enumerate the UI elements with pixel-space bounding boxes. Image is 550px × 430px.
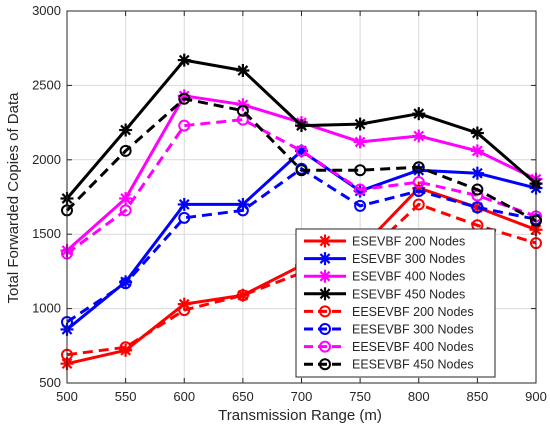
series-line — [66, 202, 537, 357]
series-line — [66, 118, 537, 255]
legend-marker — [318, 287, 332, 301]
y-tick-label: 2000 — [32, 152, 61, 167]
legend-label: EESEVBF 400 Nodes — [352, 340, 474, 354]
data-point — [177, 197, 191, 211]
legend-marker — [318, 234, 332, 248]
data-point — [295, 144, 308, 157]
data-point — [412, 107, 426, 121]
data-point — [119, 144, 132, 157]
data-point — [354, 183, 367, 196]
legend-entry: ESEVBF 450 Nodes — [304, 287, 465, 301]
data-point — [177, 53, 191, 67]
series-group — [60, 53, 543, 371]
tick-labels: 500 550 600 650 700 750 800 850 900 500 1000 1500 20… — [32, 3, 547, 404]
data-point — [178, 211, 191, 224]
x-tick-label: 800 — [408, 389, 430, 404]
data-point — [354, 164, 367, 177]
data-point — [471, 183, 484, 196]
data-point — [119, 204, 132, 217]
legend: ESEVBF 200 Nodes ESEVBF 300 Nodes ESEVBF 4… — [295, 228, 496, 378]
x-tick-label: 600 — [173, 389, 195, 404]
x-tick-label: 650 — [232, 389, 254, 404]
data-point — [236, 104, 249, 117]
data-point — [236, 64, 250, 78]
data-point — [471, 201, 484, 214]
data-point — [178, 92, 191, 105]
data-point — [470, 144, 484, 158]
data-point — [353, 117, 367, 131]
legend-entry: EESEVBF 450 Nodes — [304, 358, 474, 372]
legend-entry: EESEVBF 300 Nodes — [304, 323, 474, 337]
legend-entry: ESEVBF 200 Nodes — [304, 234, 465, 249]
legend-label: ESEVBF 200 Nodes — [352, 235, 465, 249]
data-point — [412, 198, 425, 211]
legend-marker — [319, 340, 331, 353]
y-axis-label: Total Forwarded Copies of Data — [5, 92, 22, 304]
legend-label: ESEVBF 300 Nodes — [352, 252, 465, 266]
data-point — [412, 129, 426, 143]
x-tick-label: 750 — [349, 389, 371, 404]
y-tick-label: 500 — [39, 375, 61, 390]
legend-label: EESEVBF 200 Nodes — [352, 305, 474, 319]
data-point — [236, 204, 249, 217]
axes — [66, 10, 537, 384]
legend-marker — [318, 269, 332, 283]
data-point — [119, 341, 132, 354]
legend-label: ESEVBF 400 Nodes — [352, 270, 465, 284]
x-tick-label: 700 — [291, 389, 313, 404]
legend-label: ESEVBF 450 Nodes — [352, 287, 465, 301]
data-point — [295, 164, 308, 177]
legend-entry: ESEVBF 300 Nodes — [304, 252, 465, 266]
x-tick-label: 900 — [525, 389, 547, 404]
legend-marker — [318, 252, 332, 266]
legend-entry: ESEVBF 400 Nodes — [304, 269, 465, 284]
data-point — [119, 123, 133, 137]
data-point — [470, 126, 484, 140]
x-tick-label: 550 — [115, 389, 137, 404]
data-point — [119, 191, 133, 205]
x-axis-label: Transmission Range (m) — [218, 407, 382, 424]
data-point — [412, 176, 425, 189]
series-8 — [61, 92, 542, 227]
y-tick-label: 1000 — [32, 301, 61, 316]
series-line — [65, 97, 537, 223]
legend-label: EESEVBF 450 Nodes — [352, 358, 474, 372]
data-point — [236, 289, 249, 302]
y-tick-label: 2500 — [32, 77, 61, 92]
y-tick-label: 1500 — [32, 226, 61, 241]
legend-marker — [319, 305, 331, 318]
legend-label: EESEVBF 300 Nodes — [352, 323, 474, 337]
data-point — [295, 119, 308, 133]
x-tick-label: 500 — [56, 389, 78, 404]
legend-entry: EESEVBF 400 Nodes — [304, 340, 474, 354]
data-point — [412, 161, 425, 174]
data-point — [354, 199, 367, 212]
data-point — [119, 277, 132, 290]
data-point — [412, 185, 425, 198]
data-point — [353, 135, 367, 149]
legend-marker — [319, 323, 331, 335]
data-point — [178, 304, 191, 317]
data-point — [236, 113, 249, 126]
y-tick-label: 3000 — [32, 3, 61, 18]
series-4 — [60, 53, 543, 205]
x-tick-label: 850 — [467, 389, 489, 404]
data-point — [470, 166, 484, 180]
legend-marker — [319, 358, 331, 371]
legend-entry: EESEVBF 200 Nodes — [304, 305, 474, 319]
data-point — [178, 119, 191, 132]
